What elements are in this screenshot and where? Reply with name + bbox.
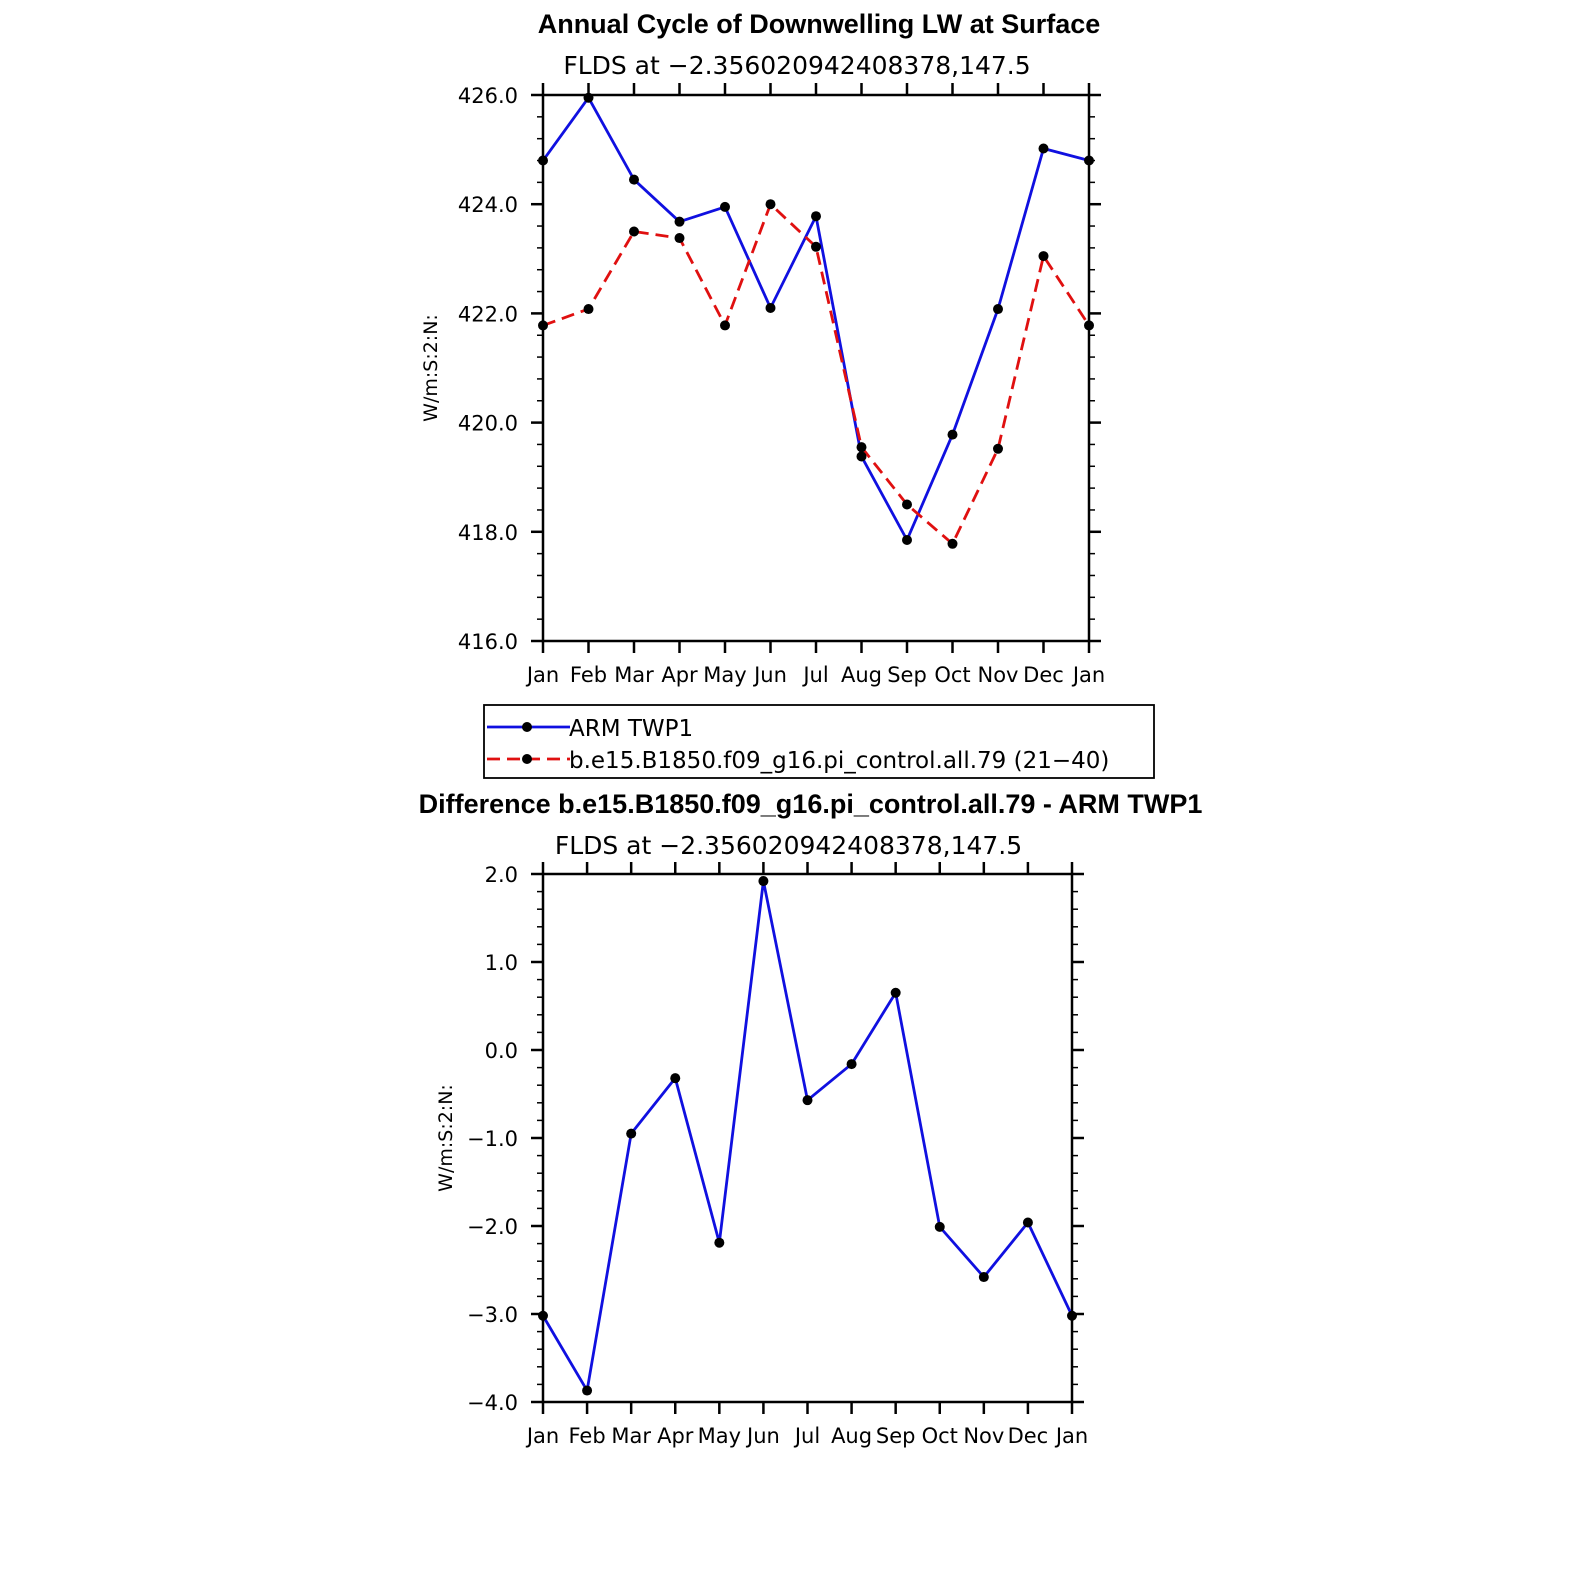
plot-frame xyxy=(541,872,1074,1404)
x-tick-label: Jan xyxy=(525,1424,559,1448)
series-1-point xyxy=(856,451,867,462)
series-2-point xyxy=(765,199,776,210)
x-tick-label: Mar xyxy=(614,663,654,687)
series-1-point xyxy=(765,302,776,313)
series-1-point xyxy=(934,1221,945,1232)
x-tick-label: Dec xyxy=(1008,1424,1049,1448)
series-1-point xyxy=(1022,1217,1033,1228)
series-1-point xyxy=(674,216,685,227)
y-tick-label: 0.0 xyxy=(485,1039,518,1063)
y-tick-label: 1.0 xyxy=(485,951,518,975)
chart-title: Difference b.e15.B1850.f09_g16.pi_contro… xyxy=(419,789,1203,819)
series-1-point xyxy=(582,1385,593,1396)
legend-label-1: ARM TWP1 xyxy=(569,716,693,742)
legend-box xyxy=(483,704,1155,779)
series-1-point xyxy=(1084,155,1094,166)
y-tick-label: 426.0 xyxy=(458,84,518,108)
series-1-point xyxy=(538,155,548,166)
x-tick-label: Sep xyxy=(887,663,927,687)
x-tick-label: Feb xyxy=(568,1424,605,1448)
series-1-point xyxy=(993,304,1003,315)
series-2-point xyxy=(902,499,912,510)
series-1-point xyxy=(947,429,958,440)
series-2-point xyxy=(1038,251,1049,262)
chart-panel-1: Annual Cycle of Downwelling LW at Surfac… xyxy=(420,9,1155,779)
y-axis-label: W/m:S:2:N: xyxy=(420,314,442,422)
series-1-point xyxy=(802,1095,813,1106)
x-tick-label: Mar xyxy=(611,1424,651,1448)
series-1-point xyxy=(538,1310,548,1321)
series-2-point xyxy=(538,320,548,331)
series-1-point xyxy=(670,1073,681,1084)
series-2-point xyxy=(674,233,685,244)
chart-panel-2: Difference b.e15.B1850.f09_g16.pi_contro… xyxy=(419,789,1203,1448)
series-2-point xyxy=(583,304,594,315)
x-tick-label: Nov xyxy=(963,1424,1004,1448)
y-tick-label: −3.0 xyxy=(467,1303,518,1327)
series-1-point xyxy=(626,1128,637,1139)
series-line-1 xyxy=(541,879,1074,1392)
x-tick-label: May xyxy=(703,663,746,687)
y-tick-label: −4.0 xyxy=(467,1391,518,1415)
series-1-point xyxy=(1038,143,1049,154)
y-tick-label: 422.0 xyxy=(458,302,518,326)
series-2-point xyxy=(629,226,639,237)
x-tick-label: Jan xyxy=(1054,1424,1088,1448)
legend-label-2: b.e15.B1850.f09_g16.pi_control.all.79 (2… xyxy=(569,748,1109,774)
x-tick-label: Dec xyxy=(1023,663,1064,687)
series-1-point xyxy=(629,174,639,185)
series-2-point xyxy=(811,241,821,252)
series-1-point xyxy=(902,534,912,545)
plot-frame xyxy=(541,93,1091,643)
y-tick-label: −2.0 xyxy=(467,1215,518,1239)
chart-title: Annual Cycle of Downwelling LW at Surfac… xyxy=(538,9,1101,39)
series-1-point xyxy=(714,1237,725,1248)
x-tick-label: Nov xyxy=(978,663,1019,687)
x-tick-label: Jun xyxy=(752,663,787,687)
legend-marker-2 xyxy=(522,754,532,764)
series-1-point xyxy=(846,1059,857,1070)
y-axis-label: W/m:S:2:N: xyxy=(435,1084,457,1192)
y-tick-label: 416.0 xyxy=(458,630,518,654)
x-tick-label: Sep xyxy=(876,1424,916,1448)
x-tick-label: Jul xyxy=(793,1424,820,1448)
series-1-point xyxy=(1067,1310,1077,1321)
x-tick-label: Jul xyxy=(801,663,828,687)
series-2-point xyxy=(947,538,958,549)
series-1-point xyxy=(720,201,730,212)
x-tick-label: Apr xyxy=(661,663,698,687)
x-tick-label: Jun xyxy=(745,1424,780,1448)
series-line-2 xyxy=(542,202,1091,546)
legend: ARM TWP1 b.e15.B1850.f09_g16.pi_control.a… xyxy=(483,704,1155,779)
chart-subtitle: FLDS at −2.356020942408378,147.5 xyxy=(563,51,1030,80)
y-tick-label: 2.0 xyxy=(485,863,518,887)
series-line-1 xyxy=(541,96,1090,542)
y-tick-label: 424.0 xyxy=(458,193,518,217)
series-1-point xyxy=(890,987,901,998)
x-tick-label: Feb xyxy=(570,663,607,687)
x-tick-label: Oct xyxy=(922,1424,958,1448)
x-tick-label: May xyxy=(698,1424,741,1448)
series-2-point xyxy=(856,442,867,453)
y-tick-label: 420.0 xyxy=(458,412,518,436)
series-1-point xyxy=(583,92,594,103)
x-tick-label: Jan xyxy=(1071,663,1105,687)
legend-marker-1 xyxy=(522,722,532,732)
x-tick-label: Aug xyxy=(841,663,882,687)
x-tick-label: Aug xyxy=(831,1424,872,1448)
series-1-point xyxy=(811,211,821,222)
chart-subtitle: FLDS at −2.356020942408378,147.5 xyxy=(555,831,1022,860)
x-tick-label: Apr xyxy=(657,1424,694,1448)
series-2-point xyxy=(993,443,1003,454)
series-1-point xyxy=(978,1272,989,1283)
series-2-point xyxy=(720,320,730,331)
x-tick-label: Jan xyxy=(525,663,559,687)
x-tick-label: Oct xyxy=(934,663,970,687)
series-1-point xyxy=(758,876,769,887)
y-tick-label: −1.0 xyxy=(467,1127,518,1151)
series-2-point xyxy=(1084,320,1094,331)
y-tick-label: 418.0 xyxy=(458,521,518,545)
